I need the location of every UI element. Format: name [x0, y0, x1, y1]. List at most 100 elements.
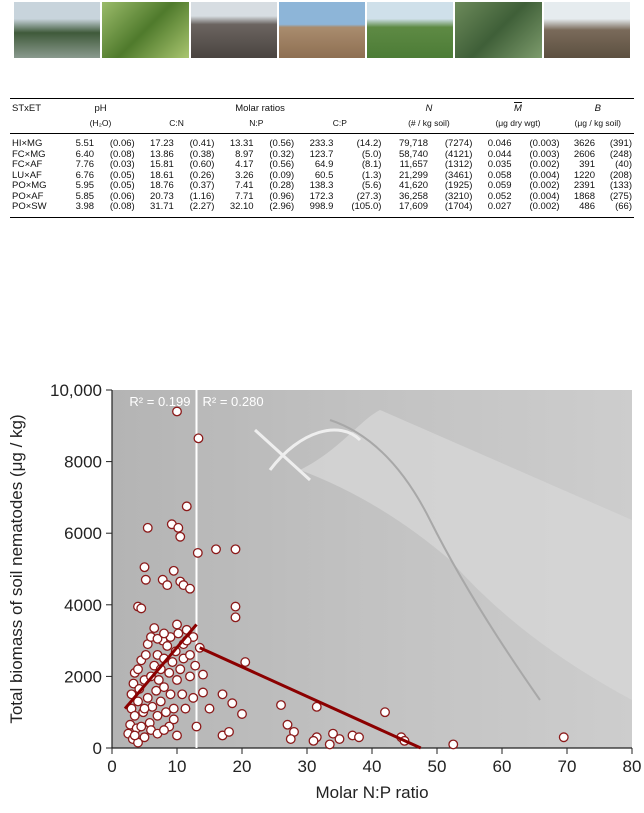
table-cell: 17,609 [383, 201, 431, 218]
table-cell: 6.76 [75, 169, 95, 181]
data-point [204, 703, 215, 714]
x-axis-label: Molar N:P ratio [315, 783, 428, 802]
y-tick-label: 6000 [64, 524, 102, 543]
table-cell: 3.26 [235, 169, 254, 181]
data-point [159, 682, 169, 693]
data-point [168, 714, 179, 725]
data-point [354, 732, 364, 743]
data-point [276, 700, 286, 710]
data-point [185, 583, 195, 594]
table-cell: 41,620 [398, 180, 429, 191]
table-cell: 11,657 [399, 159, 429, 170]
data-point [324, 739, 335, 750]
data-point [282, 719, 293, 730]
table-cell: FC×MG [12, 148, 46, 160]
data-point [149, 623, 160, 634]
table-cell: (1.16) [189, 190, 215, 202]
table-cell: 31.71 [136, 201, 176, 218]
data-point [328, 728, 338, 739]
data-point [155, 696, 166, 707]
data-point [133, 664, 143, 675]
data-point [185, 671, 195, 682]
header-cell: (H₂O) [64, 116, 137, 134]
table-cell: (0.09) [269, 169, 295, 181]
photo-strip [14, 2, 630, 58]
table-cell: (105.0) [335, 201, 384, 218]
table-cell: 18.76 [150, 180, 174, 191]
data-point [129, 730, 140, 741]
table-cell: (14.2) [356, 138, 382, 149]
table-cell: 138.3 [309, 180, 334, 191]
table-cell: 3.98 [64, 201, 97, 218]
table-cell: (1704) [430, 201, 475, 218]
table-cell: (5.0) [361, 148, 382, 160]
table-cell: (248) [609, 148, 632, 160]
table-cell: (0.60) [189, 159, 215, 170]
table-cell: 7.41 [235, 180, 254, 191]
data-point [151, 685, 162, 696]
data-point [142, 522, 153, 533]
table-cell: 21,299 [398, 169, 429, 181]
x-tick-label: 60 [493, 757, 512, 776]
table-cell: 60.5 [314, 169, 334, 181]
table-cell: (0.38) [189, 148, 215, 160]
data-point [177, 689, 188, 700]
table-cell: 0.035 [487, 159, 512, 170]
table-cell: (4121) [444, 148, 473, 160]
data-point [448, 739, 459, 750]
data-point [152, 710, 163, 721]
data-point [172, 406, 182, 417]
table-cell: (0.03) [109, 159, 135, 170]
table-cell: 1868 [573, 190, 595, 202]
header-cell: B [561, 98, 634, 116]
photo [14, 2, 101, 58]
table-cell: 486 [561, 201, 597, 218]
data-point [162, 641, 173, 651]
table-cell: 36,258 [398, 190, 429, 202]
table-cell: 17.23 [150, 138, 174, 149]
table-cell: (0.41) [189, 138, 215, 149]
fit-line [199, 646, 422, 750]
annotation: R² = 0.280 [203, 394, 264, 409]
table-cell: 2391 [573, 180, 595, 191]
data-point [198, 687, 208, 698]
data-point [308, 735, 319, 746]
table-cell: HI×MG [12, 138, 43, 149]
table-cell: (133) [609, 180, 632, 191]
data-point [140, 574, 151, 585]
header-cell: (μg / kg soil) [561, 116, 634, 134]
table-cell: PO×MG [12, 180, 47, 191]
header-cell: pH [64, 98, 137, 116]
table-cell: PO×AF [12, 190, 44, 202]
table-cell: (0.26) [189, 169, 215, 181]
data-point [173, 522, 184, 533]
table-cell: (0.05) [109, 169, 135, 181]
data-point [240, 657, 251, 668]
photo [102, 2, 189, 58]
data-point [173, 628, 184, 639]
table-cell: (1312) [444, 159, 473, 170]
y-axis-label: Total biomass of soil nematodes (μg / kg… [7, 414, 26, 723]
header-cell [10, 116, 65, 134]
table-cell: 0.059 [487, 180, 512, 191]
data-point [133, 696, 143, 707]
table-cell: (0.003) [529, 148, 560, 160]
table-cell: (0.004) [529, 169, 560, 181]
data-point [285, 734, 296, 745]
header-cell: M [474, 98, 562, 116]
data-point [192, 547, 203, 558]
data-point [172, 730, 182, 741]
table-cell: LU×AF [12, 169, 42, 181]
data-point [167, 657, 178, 668]
table-cell: 5.95 [75, 180, 95, 191]
data-point [153, 675, 164, 685]
table-cell: (5.6) [361, 180, 382, 191]
photo [543, 2, 630, 58]
table-cell: (0.05) [109, 180, 135, 191]
header-cell: (μg dry wgt) [474, 116, 562, 134]
table-cell: 8.97 [235, 148, 254, 160]
photo [455, 2, 542, 58]
data-point [140, 649, 151, 660]
y-tick-label: 10,000 [50, 381, 102, 400]
data-point [159, 725, 169, 736]
